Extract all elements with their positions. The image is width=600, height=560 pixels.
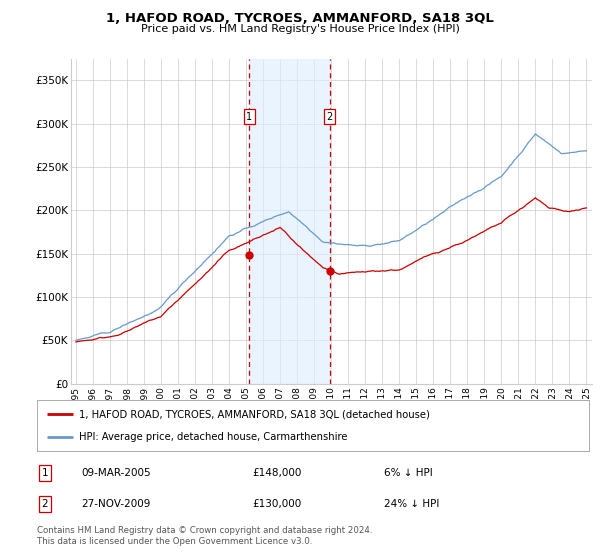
Text: £148,000: £148,000	[252, 468, 301, 478]
Bar	[250, 59, 329, 384]
Text: Contains HM Land Registry data © Crown copyright and database right 2024.
This d: Contains HM Land Registry data © Crown c…	[37, 526, 373, 546]
Text: £130,000: £130,000	[252, 499, 301, 509]
Text: 1, HAFOD ROAD, TYCROES, AMMANFORD, SA18 3QL (detached house): 1, HAFOD ROAD, TYCROES, AMMANFORD, SA18 …	[79, 409, 430, 419]
Text: Price paid vs. HM Land Registry's House Price Index (HPI): Price paid vs. HM Land Registry's House …	[140, 24, 460, 34]
Text: 6% ↓ HPI: 6% ↓ HPI	[384, 468, 433, 478]
Text: 1: 1	[41, 468, 49, 478]
Text: 2: 2	[41, 499, 49, 509]
Text: 24% ↓ HPI: 24% ↓ HPI	[384, 499, 439, 509]
Text: 1, HAFOD ROAD, TYCROES, AMMANFORD, SA18 3QL: 1, HAFOD ROAD, TYCROES, AMMANFORD, SA18 …	[106, 12, 494, 25]
Text: 27-NOV-2009: 27-NOV-2009	[81, 499, 151, 509]
Text: 2: 2	[326, 112, 333, 122]
Text: HPI: Average price, detached house, Carmarthenshire: HPI: Average price, detached house, Carm…	[79, 432, 347, 442]
Text: 09-MAR-2005: 09-MAR-2005	[81, 468, 151, 478]
Text: 1: 1	[246, 112, 253, 122]
